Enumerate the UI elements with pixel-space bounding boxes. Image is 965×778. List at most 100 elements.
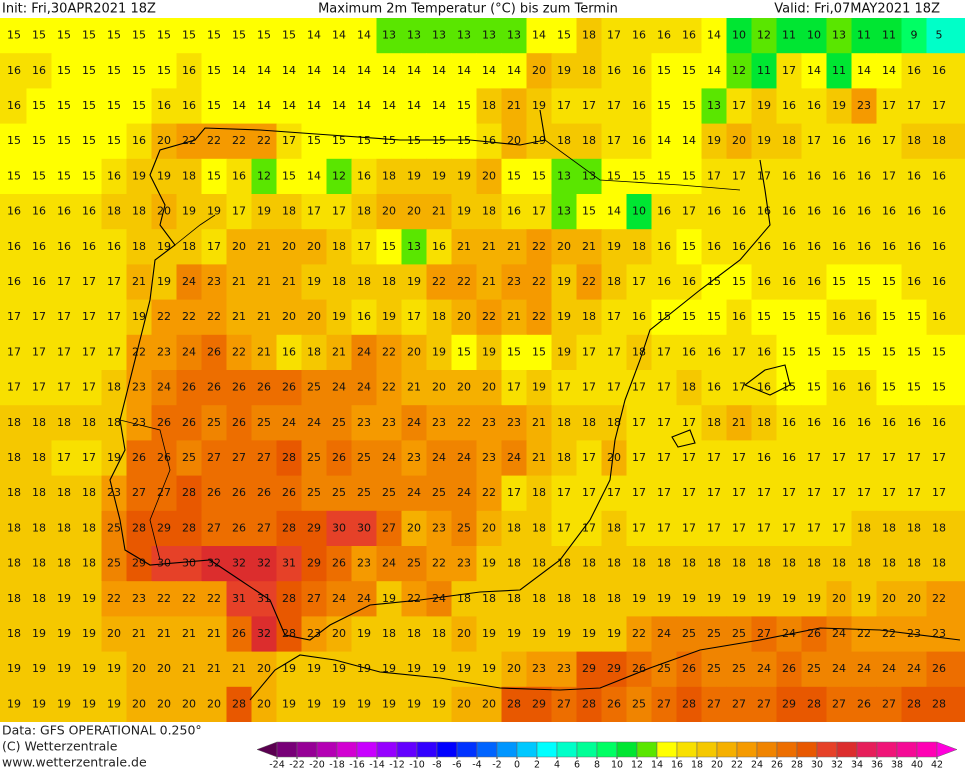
temperature-cell <box>401 18 427 54</box>
temperature-label: 24 <box>282 416 296 429</box>
temperature-label: 17 <box>857 451 871 464</box>
temperature-cell <box>726 334 752 371</box>
temperature-label: 17 <box>882 169 896 182</box>
temperature-label: 15 <box>382 134 396 147</box>
temperature-cell <box>651 229 677 265</box>
temperature-cell <box>201 229 227 265</box>
temperature-cell <box>601 299 627 336</box>
temperature-label: 25 <box>707 662 721 675</box>
temperature-cell <box>501 651 527 688</box>
temperature-label: 17 <box>582 99 596 112</box>
temperature-cell <box>626 334 652 371</box>
temperature-label: 23 <box>432 416 446 429</box>
temperature-label: 22 <box>432 275 446 288</box>
temperature-cell <box>501 299 527 336</box>
temperature-label: 27 <box>257 451 271 464</box>
temperature-label: 31 <box>282 557 296 570</box>
temperature-cell <box>526 616 552 653</box>
temperature-label: 15 <box>107 29 121 42</box>
legend-tick-label: 10 <box>611 760 623 771</box>
temperature-cell <box>276 581 302 617</box>
temperature-label: 16 <box>807 416 821 429</box>
temperature-label: 18 <box>507 521 521 534</box>
temperature-cell <box>651 158 677 195</box>
temperature-label: 18 <box>732 557 746 570</box>
temperature-cell <box>351 194 377 230</box>
temperature-cell <box>726 229 752 265</box>
temperature-cell <box>426 651 452 688</box>
legend-swatch <box>776 741 798 758</box>
temperature-cell <box>276 123 302 160</box>
temperature-label: 15 <box>307 134 321 147</box>
legend-swatch <box>276 741 298 758</box>
temperature-cell <box>826 299 852 336</box>
temperature-cell <box>176 510 202 547</box>
temperature-label: 27 <box>707 697 721 710</box>
legend-tick-label: -14 <box>369 760 385 771</box>
temperature-label: 28 <box>682 697 696 710</box>
temperature-cell <box>926 53 965 89</box>
temperature-cell <box>751 194 777 230</box>
temperature-label: 25 <box>257 416 271 429</box>
temperature-label: 19 <box>207 205 221 218</box>
temperature-label: 22 <box>482 310 496 323</box>
legend-swatch <box>696 741 718 758</box>
temperature-label: 23 <box>532 662 546 675</box>
temperature-label: 19 <box>357 662 371 675</box>
temperature-cell <box>201 370 227 406</box>
temperature-label: 21 <box>457 240 471 253</box>
temperature-label: 16 <box>7 275 21 288</box>
temperature-label: 21 <box>182 627 196 640</box>
temperature-cell <box>676 158 702 195</box>
temperature-label: 16 <box>32 205 46 218</box>
temperature-cell <box>351 123 377 160</box>
temperature-cell <box>801 123 827 160</box>
temperature-label: 19 <box>532 627 546 640</box>
temperature-cell <box>376 686 402 723</box>
temperature-cell <box>351 581 377 617</box>
temperature-label: 17 <box>807 521 821 534</box>
temperature-cell <box>351 546 377 582</box>
temperature-cell <box>726 299 752 336</box>
temperature-label: 32 <box>257 627 271 640</box>
temperature-cell <box>401 334 427 371</box>
temperature-cell <box>176 440 202 477</box>
temperature-cell <box>201 299 227 336</box>
temperature-label: 15 <box>507 169 521 182</box>
temperature-cell <box>201 53 227 89</box>
temperature-label: 19 <box>182 205 196 218</box>
temperature-label: 20 <box>282 240 296 253</box>
temperature-cell <box>0 123 27 160</box>
temperature-label: 15 <box>832 345 846 358</box>
temperature-cell <box>901 370 927 406</box>
temperature-cell <box>526 510 552 547</box>
temperature-label: 15 <box>807 381 821 394</box>
temperature-label: 21 <box>207 662 221 675</box>
temperature-label: 17 <box>82 275 96 288</box>
temperature-cell <box>726 510 752 547</box>
temperature-cell <box>551 334 577 371</box>
temperature-label: 18 <box>132 205 146 218</box>
temperature-label: 19 <box>57 697 71 710</box>
temperature-label: 16 <box>32 64 46 77</box>
temperature-label: 15 <box>882 381 896 394</box>
temperature-cell <box>501 229 527 265</box>
temperature-label: 15 <box>32 169 46 182</box>
temperature-cell <box>926 405 965 441</box>
temperature-label: 26 <box>232 627 246 640</box>
temperature-label: 22 <box>232 345 246 358</box>
temperature-label: 18 <box>132 240 146 253</box>
temperature-label: 29 <box>782 697 796 710</box>
temperature-cell <box>351 475 377 512</box>
temperature-cell <box>901 405 927 441</box>
temperature-cell <box>526 651 552 688</box>
temperature-label: 17 <box>657 486 671 499</box>
temperature-cell <box>851 264 877 301</box>
temperature-cell <box>401 686 427 723</box>
temperature-label: 17 <box>707 169 721 182</box>
temperature-label: 15 <box>82 64 96 77</box>
temperature-cell <box>476 440 502 477</box>
temperature-label: 19 <box>807 592 821 605</box>
temperature-cell <box>576 581 602 617</box>
temperature-cell <box>476 334 502 371</box>
